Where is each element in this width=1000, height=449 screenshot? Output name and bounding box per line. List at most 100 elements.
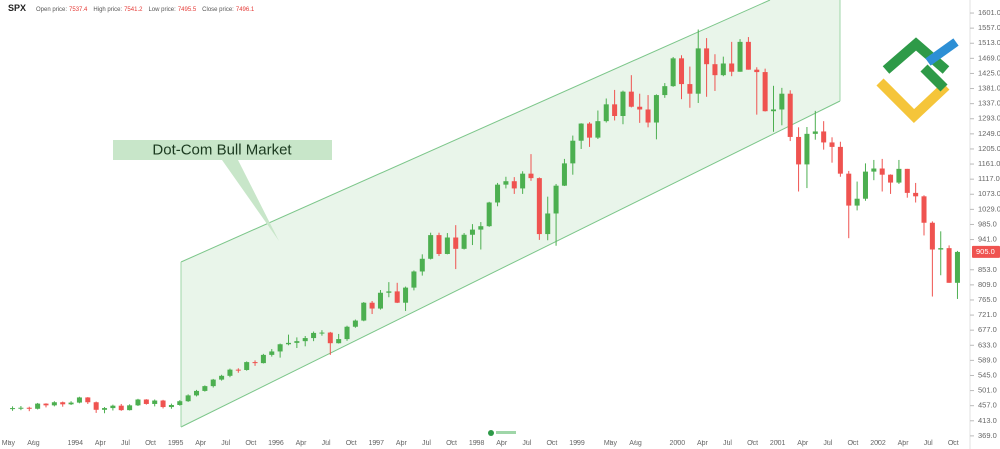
x-tick-label: Jul <box>924 440 933 447</box>
x-tick-label: 1997 <box>369 440 385 447</box>
candle-body <box>921 196 927 223</box>
candle-body <box>946 248 952 283</box>
x-tick-label: Oct <box>747 440 758 447</box>
candle-body <box>570 140 576 164</box>
candle-body <box>177 401 183 405</box>
candle-body <box>888 174 894 183</box>
x-tick-label: Aug <box>629 440 642 447</box>
field-value: 7541.2 <box>124 7 143 13</box>
candle-body <box>787 93 793 137</box>
candle-body <box>478 226 484 230</box>
candle-body <box>854 198 860 206</box>
candle-body <box>361 302 367 321</box>
annotation-box <box>113 140 332 160</box>
symbol: SPX <box>8 3 27 13</box>
candle-body <box>503 181 509 185</box>
annotation-text: Dot-Com Bull Market <box>152 141 292 158</box>
x-tick-label: 2002 <box>870 440 886 447</box>
candle-body <box>461 234 467 249</box>
x-tick-label: 1995 <box>168 440 184 447</box>
candle-body <box>762 72 768 112</box>
x-tick-label: 2000 <box>670 440 686 447</box>
candle-body <box>436 235 442 254</box>
watermark-bar <box>496 431 516 434</box>
y-tick-label: 1293.0 <box>978 114 1000 123</box>
logo <box>876 37 959 123</box>
x-tick-label: Jul <box>823 440 832 447</box>
candle-body <box>403 287 409 303</box>
candle-body <box>954 251 960 283</box>
candle-body <box>754 69 760 73</box>
x-tick-label: Jul <box>422 440 431 447</box>
x-tick-label: Apr <box>496 440 508 447</box>
candle-body <box>68 402 74 405</box>
candle-body <box>829 142 835 147</box>
candle-body <box>737 41 743 72</box>
candle-body <box>18 407 24 409</box>
y-tick-label: 1557.0 <box>978 23 1000 32</box>
field-value: 7537.4 <box>69 7 88 13</box>
candle-body <box>687 84 693 94</box>
candle-body <box>871 168 877 172</box>
candle-body <box>695 48 701 94</box>
y-tick-label: 1337.0 <box>978 99 1000 108</box>
candle-body <box>628 91 634 107</box>
y-tick-label: 1601.0 <box>978 8 1000 17</box>
candle-body <box>394 291 400 303</box>
y-tick-label: 1073.0 <box>978 189 1000 198</box>
candle-body <box>102 408 108 410</box>
x-tick-label: Jul <box>322 440 331 447</box>
candle-body <box>545 213 551 235</box>
candle-body <box>796 136 802 165</box>
candle-body <box>118 405 124 411</box>
x-tick-label: 1996 <box>268 440 284 447</box>
candle-body <box>896 168 902 183</box>
channel-upper <box>180 0 771 263</box>
x-tick-label: 1999 <box>569 440 585 447</box>
x-tick-label: Oct <box>948 440 959 447</box>
candle-body <box>620 91 626 117</box>
y-tick-label: 457.0 <box>978 401 997 410</box>
x-tick-label: Oct <box>446 440 457 447</box>
candle-body <box>511 181 517 189</box>
channel-lower <box>180 100 841 428</box>
x-tick-label: Apr <box>195 440 207 447</box>
candle-body <box>453 237 459 249</box>
y-tick-label: 1161.0 <box>978 159 1000 168</box>
candle-body <box>319 332 325 334</box>
x-tick-label: 1994 <box>67 440 83 447</box>
candle-body <box>670 58 676 87</box>
candle-body <box>662 86 668 96</box>
candle-body <box>127 405 133 411</box>
header-field: Open price: 7537.4 <box>36 7 87 13</box>
candle-body <box>277 344 283 352</box>
candle-body <box>587 123 593 138</box>
candle-body <box>637 106 643 110</box>
candle-body <box>520 173 526 189</box>
candle-body <box>704 48 710 65</box>
header-field: Low price: 7495.5 <box>148 7 196 13</box>
x-tick-label: May <box>2 440 16 447</box>
candle-body <box>645 109 651 123</box>
y-tick-label: 589.0 <box>978 355 997 364</box>
x-tick-label: Oct <box>847 440 858 447</box>
candle-body <box>729 63 735 72</box>
y-tick-label: 1117.0 <box>978 174 1000 183</box>
y-tick-label: 369.0 <box>978 431 997 440</box>
x-tick-label: May <box>604 440 618 447</box>
candle-body <box>344 326 350 340</box>
candle-body <box>10 408 16 410</box>
candle-body <box>779 93 785 110</box>
candle-body <box>938 248 944 250</box>
y-tick-label: 413.0 <box>978 416 997 425</box>
candle-body <box>202 386 208 391</box>
field-value: 7495.5 <box>177 7 197 13</box>
candle-body <box>235 369 241 371</box>
candle-body <box>26 407 32 409</box>
y-tick-label: 941.0 <box>978 235 997 244</box>
candle-body <box>294 341 300 343</box>
candle-body <box>43 403 49 406</box>
candles <box>10 29 960 414</box>
y-tick-label: 1425.0 <box>978 68 1000 77</box>
candle-body <box>812 131 818 134</box>
